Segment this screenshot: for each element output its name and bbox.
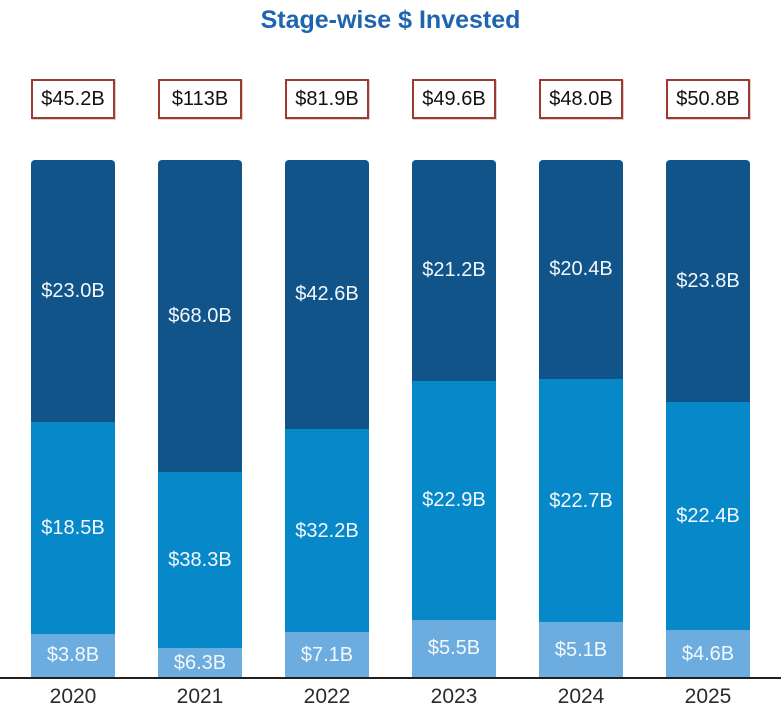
- bottom-light-blue-segment-2024: $5.1B: [539, 622, 623, 677]
- stacked-bar-2022: $42.6B $32.2B $7.1B: [285, 160, 369, 677]
- total-col-2020: $45.2B: [31, 79, 115, 119]
- year-col-2021: 2021: [158, 685, 242, 709]
- x-axis-label-2022: 2022: [303, 685, 351, 708]
- segment-value-label: $23.8B: [676, 270, 740, 293]
- middle-medium-blue-segment-2020: $18.5B: [31, 422, 115, 634]
- top-dark-blue-segment-2023: $21.2B: [412, 160, 496, 381]
- bar-col-2021: $68.0B $38.3B $6.3B: [158, 160, 242, 677]
- top-dark-blue-segment-2021: $68.0B: [158, 160, 242, 473]
- segment-value-label: $32.2B: [295, 519, 359, 542]
- top-dark-blue-segment-2024: $20.4B: [539, 160, 623, 379]
- segment-value-label: $38.3B: [168, 549, 232, 572]
- year-col-2023: 2023: [412, 685, 496, 709]
- bar-col-2023: $21.2B $22.9B $5.5B: [412, 160, 496, 677]
- segment-value-label: $5.5B: [427, 637, 481, 660]
- top-dark-blue-segment-2025: $23.8B: [666, 160, 750, 403]
- x-axis-label-2023: 2023: [430, 685, 478, 708]
- stacked-bar-2021: $68.0B $38.3B $6.3B: [158, 160, 242, 677]
- segment-value-label: $23.0B: [41, 280, 105, 303]
- total-col-2024: $48.0B: [539, 79, 623, 119]
- total-col-2025: $50.8B: [666, 79, 750, 119]
- year-col-2020: 2020: [31, 685, 115, 709]
- segment-value-label: $4.6B: [681, 642, 735, 665]
- bar-col-2022: $42.6B $32.2B $7.1B: [285, 160, 369, 677]
- total-value-box-2021: $113B: [158, 79, 242, 119]
- segment-value-label: $5.1B: [554, 638, 608, 661]
- segment-value-label: $7.1B: [300, 643, 354, 666]
- middle-medium-blue-segment-2025: $22.4B: [666, 402, 750, 631]
- year-col-2022: 2022: [285, 685, 369, 709]
- stacked-bar-2020: $23.0B $18.5B $3.8B: [31, 160, 115, 677]
- bottom-light-blue-segment-2021: $6.3B: [158, 648, 242, 677]
- bar-col-2020: $23.0B $18.5B $3.8B: [31, 160, 115, 677]
- bar-col-2025: $23.8B $22.4B $4.6B: [666, 160, 750, 677]
- total-col-2021: $113B: [158, 79, 242, 119]
- segment-value-label: $22.4B: [676, 505, 740, 528]
- segment-value-label: $20.4B: [549, 258, 613, 281]
- segment-value-label: $68.0B: [168, 305, 232, 328]
- x-axis-label-2024: 2024: [557, 685, 605, 708]
- total-value-box-2022: $81.9B: [285, 79, 369, 119]
- x-axis-line: [0, 677, 781, 679]
- stacked-bar-2023: $21.2B $22.9B $5.5B: [412, 160, 496, 677]
- bottom-light-blue-segment-2023: $5.5B: [412, 619, 496, 677]
- bars-row: $23.0B $18.5B $3.8B $68.0B $38.3B $6.3B $42.6B…: [0, 160, 781, 677]
- total-col-2023: $49.6B: [412, 79, 496, 119]
- segment-value-label: $3.8B: [46, 644, 100, 667]
- total-value-box-2024: $48.0B: [539, 79, 623, 119]
- x-axis-label-2025: 2025: [684, 685, 732, 708]
- stacked-bar-2025: $23.8B $22.4B $4.6B: [666, 160, 750, 677]
- middle-medium-blue-segment-2024: $22.7B: [539, 378, 623, 623]
- x-axis-label-2020: 2020: [49, 685, 97, 708]
- segment-value-label: $42.6B: [295, 283, 359, 306]
- year-col-2024: 2024: [539, 685, 623, 709]
- middle-medium-blue-segment-2023: $22.9B: [412, 380, 496, 620]
- year-labels-row: 2020 2021 2022 2023 2024 2025: [0, 685, 781, 709]
- year-col-2025: 2025: [666, 685, 750, 709]
- chart-title: Stage-wise $ Invested: [260, 6, 521, 34]
- bar-col-2024: $20.4B $22.7B $5.1B: [539, 160, 623, 677]
- total-value-box-2020: $45.2B: [31, 79, 115, 119]
- middle-medium-blue-segment-2021: $38.3B: [158, 472, 242, 649]
- bottom-light-blue-segment-2025: $4.6B: [666, 630, 750, 677]
- segment-value-label: $22.9B: [422, 489, 486, 512]
- total-value-box-2023: $49.6B: [412, 79, 496, 119]
- bottom-light-blue-segment-2020: $3.8B: [31, 633, 115, 677]
- stacked-bar-2024: $20.4B $22.7B $5.1B: [539, 160, 623, 677]
- middle-medium-blue-segment-2022: $32.2B: [285, 428, 369, 633]
- segment-value-label: $6.3B: [173, 651, 227, 674]
- segment-value-label: $21.2B: [422, 259, 486, 282]
- totals-row: $45.2B $113B $81.9B $49.6B $48.0B $50.8B: [0, 79, 781, 119]
- bottom-light-blue-segment-2022: $7.1B: [285, 632, 369, 677]
- segment-value-label: $22.7B: [549, 489, 613, 512]
- top-dark-blue-segment-2020: $23.0B: [31, 160, 115, 423]
- segment-value-label: $18.5B: [41, 517, 105, 540]
- total-col-2022: $81.9B: [285, 79, 369, 119]
- x-axis-label-2021: 2021: [176, 685, 224, 708]
- top-dark-blue-segment-2022: $42.6B: [285, 160, 369, 429]
- total-value-box-2025: $50.8B: [666, 79, 750, 119]
